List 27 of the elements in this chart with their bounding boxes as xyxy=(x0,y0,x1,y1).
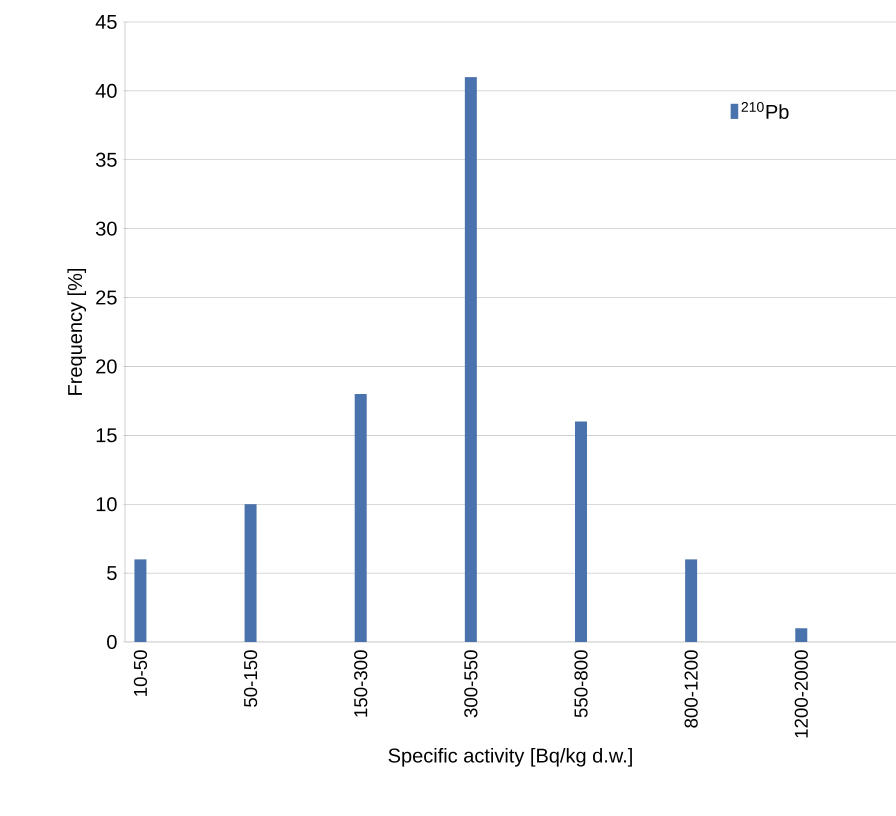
y-tick-label: 25 xyxy=(96,290,117,305)
x-tick-label: 550-800 xyxy=(574,650,588,718)
x-tick-label: 800-1200 xyxy=(684,650,698,728)
x-tick-label: 300-550 xyxy=(464,650,478,718)
y-tick-label: 15 xyxy=(96,428,117,442)
bar xyxy=(795,628,808,642)
y-tick-label: 35 xyxy=(96,152,117,167)
x-tick-label: 150-300 xyxy=(354,650,368,717)
y-tick-label: 40 xyxy=(96,84,117,98)
bar xyxy=(134,559,146,642)
x-tick-label: 1200-2000 xyxy=(794,650,808,738)
bar xyxy=(574,422,587,642)
x-tick-label: 10-50 xyxy=(134,650,148,696)
y-tick-label: 10 xyxy=(96,497,117,512)
bar xyxy=(464,77,477,642)
y-tick-label: 5 xyxy=(107,566,117,580)
x-axis-title: Specific activity [Bq/kg d.w.] xyxy=(388,748,632,767)
y-tick-label: 0 xyxy=(107,634,117,650)
y-tick-label: 20 xyxy=(96,359,117,374)
y-tick-label: 45 xyxy=(96,15,117,29)
y-axis-title: Frequency [%] xyxy=(67,268,86,395)
bar xyxy=(354,394,367,642)
bar xyxy=(244,504,257,642)
y-tick-label: 30 xyxy=(96,222,117,236)
legend-label: $^{210}$Pb xyxy=(742,102,789,119)
x-tick-label: 50-150 xyxy=(244,650,258,707)
bar xyxy=(685,559,698,642)
